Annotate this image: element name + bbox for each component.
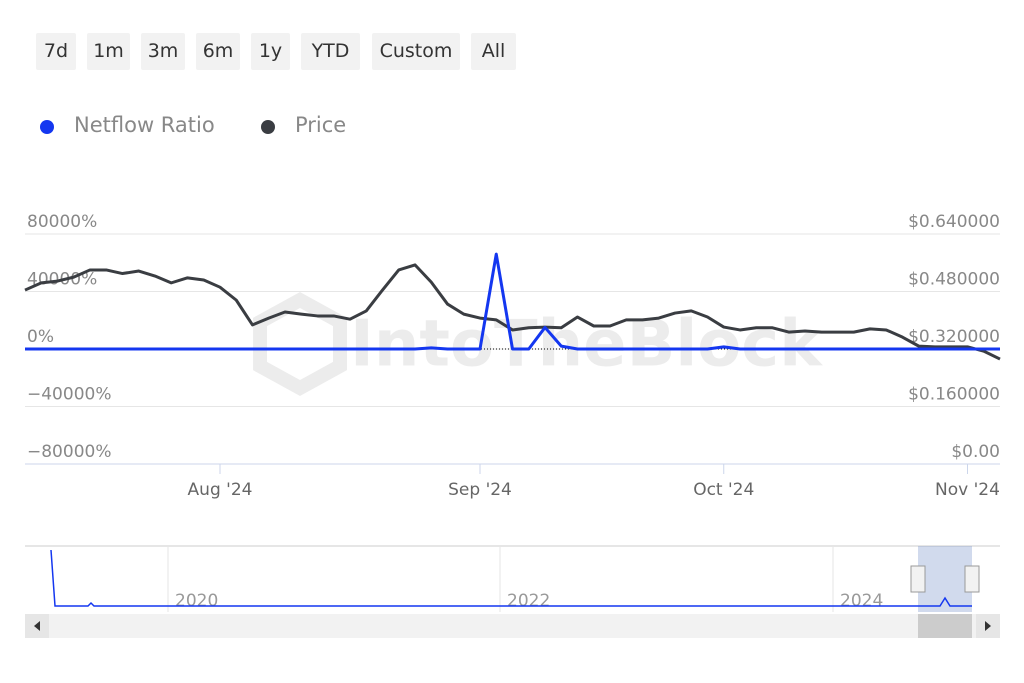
y2-tick-label: $0.160000	[908, 385, 1000, 405]
range-button[interactable]: 3m	[141, 33, 185, 70]
x-tick-label: Oct '24	[693, 480, 754, 500]
y-tick-label: −80000%	[27, 442, 111, 462]
x-tick-label: Aug '24	[188, 480, 253, 500]
range-button[interactable]: 1m	[87, 33, 130, 70]
legend-label: Price	[295, 113, 346, 137]
navigator-mask[interactable]	[918, 546, 972, 612]
y2-tick-label: $0.480000	[908, 270, 1000, 290]
range-button[interactable]: 6m	[196, 33, 240, 70]
y2-tick-label: $0.640000	[908, 212, 1000, 232]
watermark-group: IntoTheBlock	[253, 292, 823, 396]
y-tick-label: 0%	[27, 327, 54, 347]
scroll-left-arrow	[34, 621, 40, 631]
series-line	[25, 252, 1000, 351]
scrollbar-thumb[interactable]	[918, 614, 972, 638]
navigator-series	[50, 549, 972, 607]
scroll-right-arrow	[985, 621, 991, 631]
range-button[interactable]: 7d	[36, 33, 76, 70]
navigator-handle[interactable]	[964, 565, 980, 593]
watermark: IntoTheBlock	[350, 308, 823, 382]
navigator-label: 2024	[840, 591, 883, 611]
range-button[interactable]: Custom	[372, 33, 460, 70]
legend-label: Netflow Ratio	[74, 113, 215, 137]
legend-marker	[40, 120, 54, 134]
y2-tick-label: $0.320000	[908, 327, 1000, 347]
y-tick-label: −40000%	[27, 385, 111, 405]
navigator-handle[interactable]	[910, 565, 926, 593]
scrollbar-track[interactable]	[25, 614, 1000, 638]
navigator-label: 2022	[507, 591, 550, 611]
range-button[interactable]: YTD	[301, 33, 360, 70]
series-line	[24, 263, 1001, 361]
y-tick-label: 80000%	[27, 212, 97, 232]
y2-tick-label: $0.00	[951, 442, 1000, 462]
legend-marker	[261, 120, 275, 134]
x-tick-label: Sep '24	[448, 480, 512, 500]
range-button[interactable]: 1y	[251, 33, 290, 70]
range-button[interactable]: All	[471, 33, 516, 70]
x-tick-label: Nov '24	[935, 480, 1000, 500]
navigator-label: 2020	[175, 591, 218, 611]
